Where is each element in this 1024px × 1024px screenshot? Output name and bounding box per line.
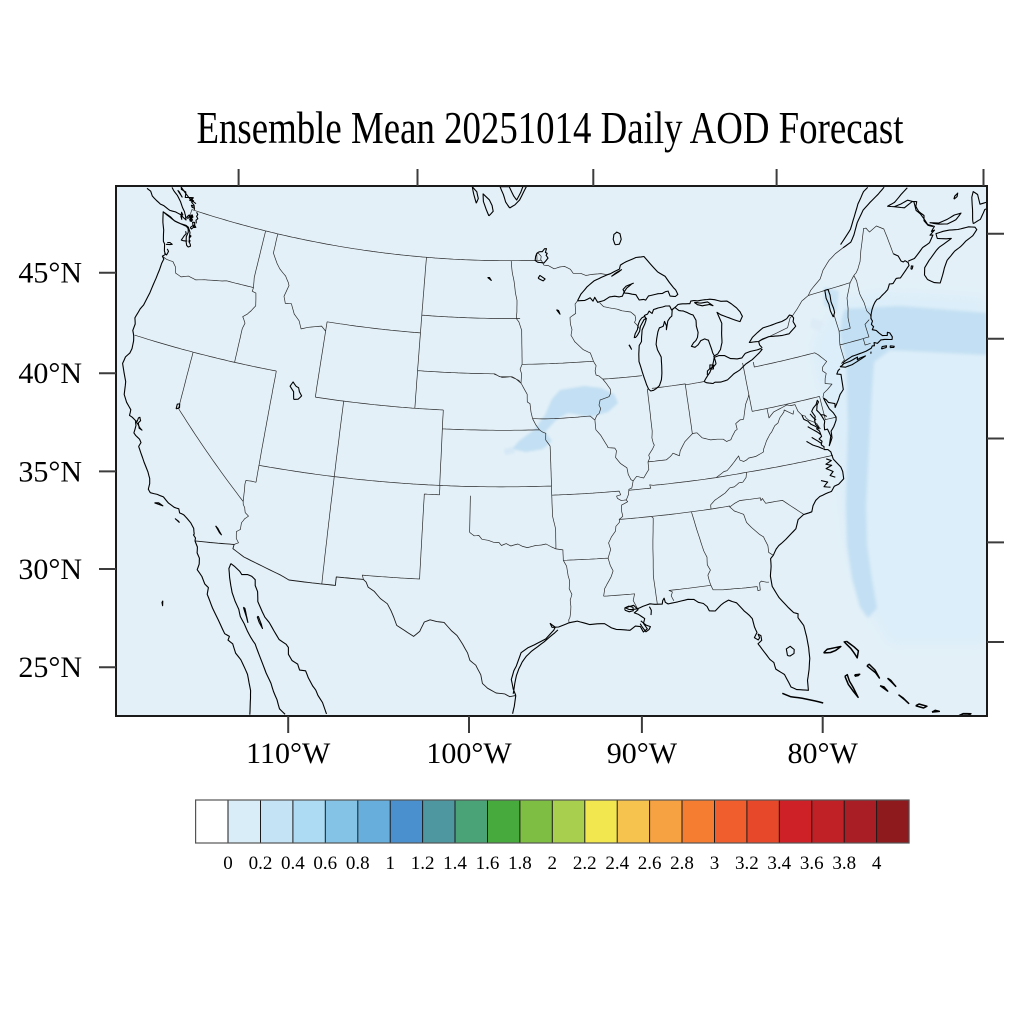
svg-text:0: 0: [223, 853, 233, 874]
svg-text:2: 2: [548, 853, 558, 874]
svg-text:2.6: 2.6: [638, 853, 662, 874]
svg-text:3.6: 3.6: [800, 853, 824, 874]
svg-text:40°N: 40°N: [18, 357, 82, 390]
svg-text:0.2: 0.2: [249, 853, 273, 874]
svg-text:110°W: 110°W: [246, 737, 331, 770]
svg-text:2.2: 2.2: [573, 853, 597, 874]
svg-text:100°W: 100°W: [426, 737, 512, 770]
svg-text:2.8: 2.8: [670, 853, 694, 874]
svg-text:45°N: 45°N: [18, 257, 82, 290]
svg-text:0.6: 0.6: [313, 853, 337, 874]
svg-text:25°N: 25°N: [18, 651, 82, 684]
svg-text:1.8: 1.8: [508, 853, 532, 874]
svg-text:4: 4: [872, 853, 882, 874]
svg-text:1.4: 1.4: [443, 853, 467, 874]
svg-text:3.8: 3.8: [832, 853, 856, 874]
svg-text:3.2: 3.2: [735, 853, 759, 874]
svg-text:35°N: 35°N: [18, 455, 82, 488]
svg-text:2.4: 2.4: [605, 853, 629, 874]
svg-text:1.2: 1.2: [411, 853, 435, 874]
svg-text:1.6: 1.6: [476, 853, 500, 874]
svg-text:0.4: 0.4: [281, 853, 305, 874]
svg-text:3.4: 3.4: [767, 853, 791, 874]
svg-text:80°W: 80°W: [788, 737, 859, 770]
svg-text:30°N: 30°N: [18, 553, 82, 586]
svg-text:3: 3: [710, 853, 720, 874]
svg-text:1: 1: [385, 853, 395, 874]
svg-text:90°W: 90°W: [607, 737, 678, 770]
svg-text:0.8: 0.8: [346, 853, 370, 874]
svg-text:Ensemble Mean 20251014 Daily A: Ensemble Mean 20251014 Daily AOD Forecas…: [197, 102, 904, 153]
